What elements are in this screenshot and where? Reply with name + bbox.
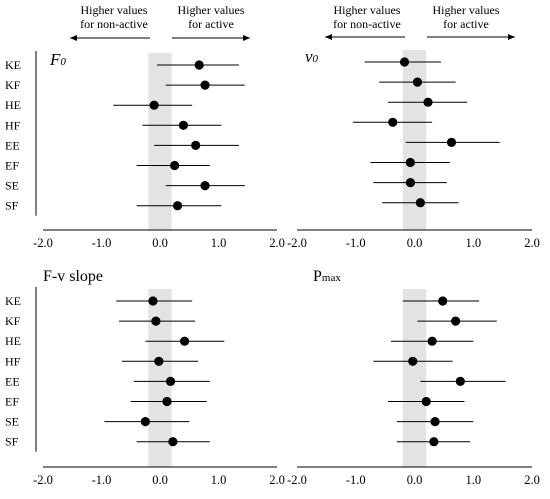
- x-tick-label: -1.0: [92, 236, 112, 250]
- point-estimate: [421, 396, 431, 407]
- point-estimate: [151, 316, 161, 326]
- point-estimate: [200, 181, 210, 191]
- header-active-line1: Higher values: [178, 3, 245, 17]
- panel-title: F-v slope: [43, 268, 103, 285]
- point-estimate: [191, 140, 201, 150]
- x-tick-label: 1.0: [211, 473, 227, 487]
- x-tick-label: -1.0: [346, 473, 366, 487]
- x-tick-label: 0.0: [407, 236, 423, 250]
- point-estimate: [149, 100, 159, 110]
- header-nonactive-line2: for non-active: [80, 17, 148, 31]
- point-estimate: [423, 97, 433, 107]
- x-tick-label: -1.0: [346, 236, 366, 250]
- point-estimate: [408, 356, 418, 366]
- category-label: SE: [5, 415, 19, 429]
- point-estimate: [170, 160, 180, 171]
- point-estimate: [429, 437, 439, 447]
- point-estimate: [451, 316, 461, 326]
- header-active-line2: for active: [443, 17, 489, 31]
- forest-panel: -2.0 -1.0 0.0 1.0 2.0 v0: [287, 47, 540, 250]
- x-tick-label: 0.0: [407, 473, 423, 487]
- category-label: KE: [5, 58, 21, 72]
- point-estimate: [148, 296, 158, 306]
- header-nonactive-line1: Higher values: [334, 3, 401, 17]
- category-label: EE: [5, 138, 20, 152]
- x-tick-label: 2.0: [524, 473, 540, 487]
- x-tick-label: 0.0: [152, 473, 168, 487]
- x-tick-label: 1.0: [465, 236, 481, 250]
- x-tick-label: 0.0: [152, 236, 168, 250]
- x-tick-label: -2.0: [33, 473, 53, 487]
- point-estimate: [388, 117, 398, 127]
- point-estimate: [154, 356, 164, 366]
- point-estimate: [415, 198, 425, 208]
- reference-band: [148, 53, 172, 230]
- forest-panels: -2.0 -1.0 0.0 1.0 2.0F0KEKFHEHFEEEFSESF-2.0-…: [5, 47, 540, 487]
- x-tick-label: -1.0: [92, 473, 112, 487]
- category-label: KF: [5, 78, 21, 92]
- point-estimate: [194, 60, 204, 70]
- header-nonactive-line2: for non-active: [333, 17, 401, 31]
- x-tick-label: 1.0: [465, 473, 481, 487]
- point-estimate: [399, 57, 410, 67]
- x-tick-label: -2.0: [33, 236, 53, 250]
- point-estimate: [168, 437, 178, 447]
- point-estimate: [455, 376, 465, 386]
- header-right-panel: Higher values for non-active Higher valu…: [325, 3, 515, 40]
- point-estimate: [165, 376, 176, 386]
- panel-title-subscript: max: [322, 272, 341, 284]
- category-label: EF: [5, 395, 19, 409]
- panel-title: Pmax: [313, 268, 341, 285]
- category-label: EE: [5, 374, 20, 388]
- point-estimate: [162, 396, 172, 407]
- point-estimate: [172, 201, 183, 211]
- panel-title-subscript: 0: [313, 53, 319, 65]
- header-active-line1: Higher values: [433, 3, 500, 17]
- category-label: SF: [5, 435, 19, 449]
- category-label: HF: [5, 118, 21, 132]
- category-label: HF: [5, 354, 21, 368]
- point-estimate: [430, 417, 440, 427]
- category-label: KE: [5, 294, 21, 308]
- point-estimate: [412, 77, 423, 87]
- forest-panel: -2.0 -1.0 0.0 1.0 2.0 Pmax: [287, 268, 540, 487]
- x-tick-label: -2.0: [287, 473, 307, 487]
- point-estimate: [405, 157, 415, 168]
- point-estimate: [427, 336, 437, 346]
- point-estimate: [140, 417, 150, 427]
- point-estimate: [178, 120, 188, 130]
- category-label: SE: [5, 179, 19, 193]
- panel-title: v0: [305, 47, 319, 66]
- category-label: EF: [5, 159, 19, 173]
- forest-panel: -2.0 -1.0 0.0 1.0 2.0 F-v slope KE KF HE HF EE EF SE…: [5, 268, 285, 487]
- header-nonactive-line1: Higher values: [81, 3, 148, 17]
- category-label: HE: [5, 334, 21, 348]
- category-label: HE: [5, 98, 21, 112]
- reference-band: [402, 289, 427, 467]
- point-estimate: [179, 336, 190, 346]
- header-active-line2: for active: [188, 17, 234, 31]
- point-estimate: [438, 296, 448, 306]
- forest-panel: -2.0 -1.0 0.0 1.0 2.0 F0 KE KF HE HF EE EF SE SF: [5, 50, 285, 250]
- panel-title-subscript: 0: [60, 56, 66, 68]
- category-label: KF: [5, 314, 21, 328]
- x-tick-label: 2.0: [524, 236, 540, 250]
- point-estimate: [200, 80, 210, 90]
- category-label: SF: [5, 199, 19, 213]
- point-estimate: [405, 178, 415, 188]
- header-left-panel: Higher values for non-active Higher valu…: [70, 3, 250, 41]
- panel-title: F0: [49, 50, 66, 69]
- x-tick-label: -2.0: [287, 236, 307, 250]
- point-estimate: [446, 137, 457, 147]
- reference-band: [148, 289, 172, 467]
- x-tick-label: 2.0: [269, 236, 285, 250]
- x-tick-label: 2.0: [269, 473, 285, 487]
- x-tick-label: 1.0: [211, 236, 227, 250]
